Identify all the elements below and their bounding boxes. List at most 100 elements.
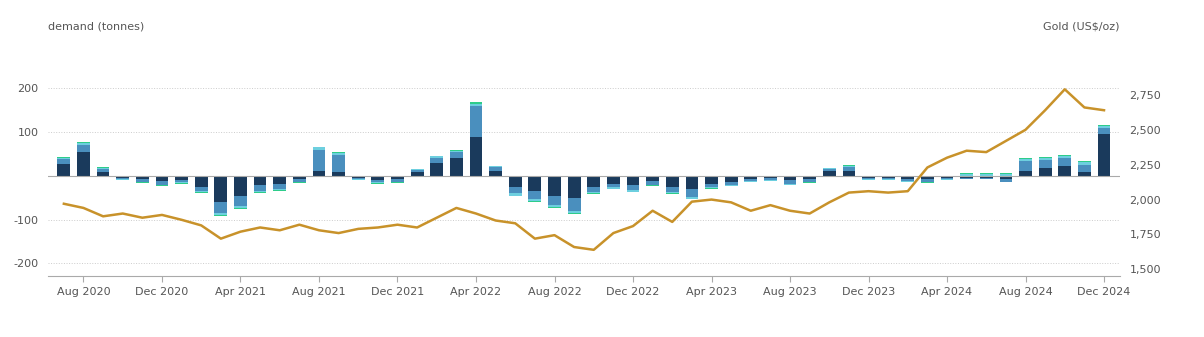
Bar <box>1078 161 1091 162</box>
Bar <box>372 182 384 183</box>
Bar <box>685 198 698 200</box>
Bar <box>666 192 679 193</box>
Bar <box>881 176 895 178</box>
Bar <box>588 193 600 194</box>
Bar <box>273 189 287 190</box>
Bar <box>136 182 149 183</box>
Bar <box>980 173 992 174</box>
Bar <box>176 180 188 182</box>
Bar <box>999 179 1013 182</box>
Bar <box>332 155 346 172</box>
Bar <box>1078 172 1091 176</box>
Bar <box>1078 162 1091 164</box>
Bar <box>843 166 855 167</box>
Bar <box>647 181 659 185</box>
Bar <box>332 152 346 153</box>
Bar <box>822 168 836 169</box>
Bar <box>980 174 992 176</box>
Bar <box>940 179 954 180</box>
Bar <box>1078 164 1091 172</box>
Bar <box>706 176 718 184</box>
Bar <box>352 176 365 178</box>
Bar <box>293 176 306 179</box>
Bar <box>214 215 228 216</box>
Bar <box>647 176 659 181</box>
Bar <box>58 157 70 159</box>
Bar <box>706 187 718 188</box>
Bar <box>214 213 228 215</box>
Bar <box>352 179 365 180</box>
Bar <box>489 166 502 167</box>
Bar <box>77 145 90 152</box>
Bar <box>332 153 346 155</box>
Bar <box>136 179 149 182</box>
Bar <box>372 183 384 184</box>
Bar <box>313 171 325 176</box>
Bar <box>430 157 443 163</box>
Bar <box>155 185 169 186</box>
Bar <box>254 185 266 191</box>
Bar <box>313 150 325 171</box>
Bar <box>411 169 424 170</box>
Bar <box>450 152 462 158</box>
Bar <box>685 197 698 198</box>
Bar <box>1098 125 1110 126</box>
Bar <box>881 178 895 179</box>
Bar <box>1058 158 1072 166</box>
Bar <box>548 205 561 207</box>
Bar <box>548 207 561 208</box>
Bar <box>509 195 521 196</box>
Bar <box>1039 157 1051 158</box>
Bar <box>509 176 521 187</box>
Bar <box>961 174 973 176</box>
Bar <box>843 165 855 166</box>
Bar <box>862 179 875 180</box>
Bar <box>254 176 266 185</box>
Bar <box>77 142 90 143</box>
Bar <box>77 152 90 176</box>
Bar <box>470 104 483 106</box>
Bar <box>666 187 679 192</box>
Bar <box>647 185 659 186</box>
Bar <box>765 176 777 178</box>
Bar <box>96 167 110 169</box>
Bar <box>568 198 580 211</box>
Bar <box>881 179 895 180</box>
Bar <box>607 187 620 188</box>
Bar <box>372 180 384 182</box>
Bar <box>940 178 954 179</box>
Bar <box>862 178 875 179</box>
Bar <box>902 181 914 182</box>
Bar <box>1058 155 1072 156</box>
Bar <box>1058 156 1072 158</box>
Bar <box>293 182 306 183</box>
Bar <box>765 178 777 180</box>
Bar <box>352 178 365 179</box>
Bar <box>744 181 757 182</box>
Bar <box>234 195 247 207</box>
Bar <box>195 191 207 192</box>
Bar <box>765 180 777 181</box>
Bar <box>273 190 287 191</box>
Bar <box>626 185 639 190</box>
Bar <box>902 179 914 181</box>
Bar <box>803 176 816 179</box>
Bar <box>195 187 207 191</box>
Bar <box>273 184 287 189</box>
Text: Gold (US$/oz): Gold (US$/oz) <box>1043 21 1120 31</box>
Bar <box>214 202 228 213</box>
Bar <box>430 163 443 176</box>
Bar <box>470 136 483 176</box>
Bar <box>411 172 424 176</box>
Bar <box>234 208 247 209</box>
Bar <box>744 176 757 179</box>
Bar <box>58 159 70 164</box>
Bar <box>921 182 934 183</box>
Bar <box>706 184 718 187</box>
Bar <box>822 169 836 172</box>
Bar <box>1019 159 1032 161</box>
Bar <box>961 176 973 178</box>
Bar <box>999 173 1013 174</box>
Bar <box>1098 126 1110 128</box>
Bar <box>313 147 325 148</box>
